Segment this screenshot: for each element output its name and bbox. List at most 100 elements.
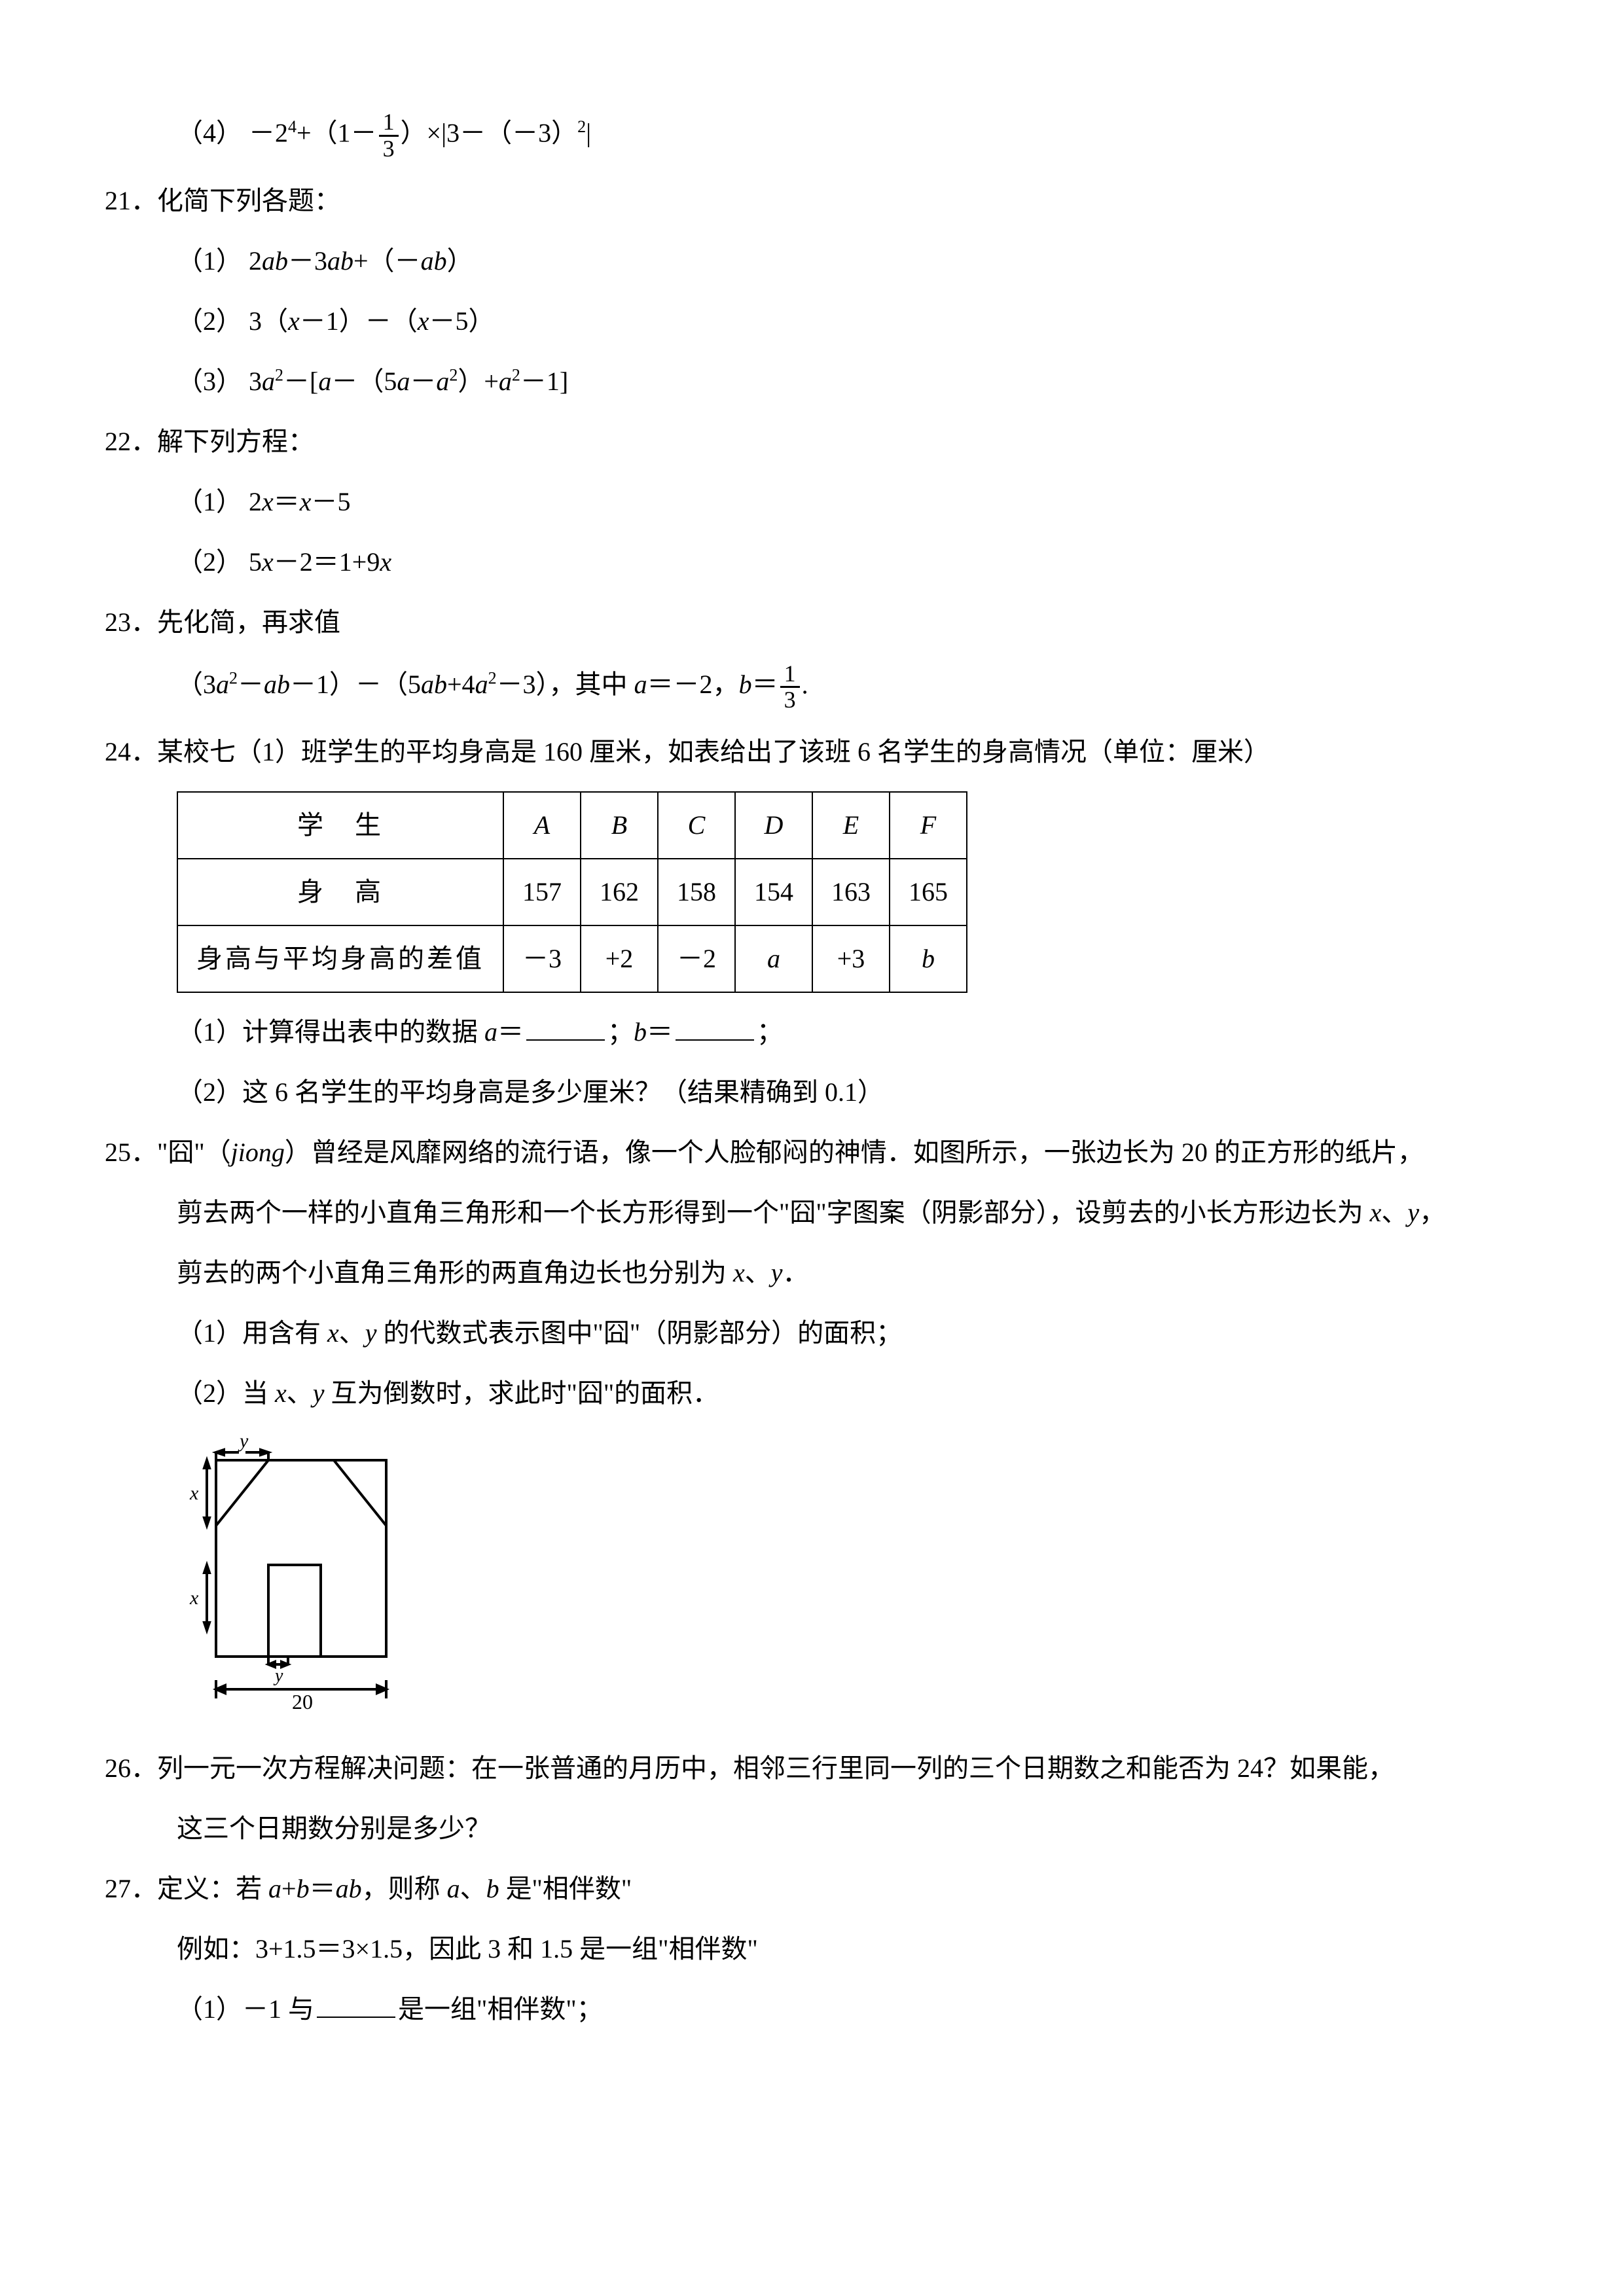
label: （2） [177,306,242,336]
expr-tailexp: 2 [577,117,586,136]
q24-stem: 24．某校七（1）班学生的平均身高是 160 厘米，如表给出了该班 6 名学生的… [105,731,1519,773]
cell: －2 [658,925,735,992]
fig-20: 20 [292,1690,313,1713]
q26-l2: 这三个日期数分别是多少？ [105,1808,1519,1850]
cell: a [735,925,812,992]
text: 剪去两个一样的小直角三角形和一个长方形得到一个"囧"字图案（阴影部分），设剪去的… [177,1198,1445,1227]
cell: B [581,792,658,859]
label: （1） [177,1318,242,1348]
text: 当 x、y 互为倒数时，求此时"囧"的面积． [242,1378,719,1408]
expr: 2x＝x－5 [249,487,351,516]
cell: b [890,925,967,992]
label: （3） [177,367,242,396]
q24-p1: （1）计算得出表中的数据 a＝；b＝； [105,1011,1519,1053]
cell: C [658,792,735,859]
q25-figure: y x x y 20 [177,1434,1519,1728]
t2: ）曾经是风靡网络的流行语，像一个人脸郁闷的神情．如图所示，一张边长为 20 的正… [285,1138,1424,1167]
label: （1） [177,1017,242,1047]
cell: 158 [658,859,735,925]
blank-a [526,1013,605,1041]
q21-p2: （2） 3（x－1）－（x－5） [105,300,1519,342]
q25-l3: 剪去的两个小直角三角形的两直角边长也分别为 x、y． [105,1252,1519,1294]
label: （1） [177,1994,242,2024]
label: （4） [177,118,242,147]
label: （2） [177,1077,242,1107]
expr-tail2: | [586,118,591,147]
expr-exp: 4 [288,117,297,136]
q22-text: 解下列方程： [157,427,314,456]
jiong-diagram: y x x y 20 [177,1434,412,1715]
text: 定义：若 a+b＝ab，则称 a、b 是"相伴数" [157,1874,632,1903]
label: （1） [177,487,242,516]
cell: D [735,792,812,859]
q25-p1: （1）用含有 x、y 的代数式表示图中"囧"（阴影部分）的面积； [105,1312,1519,1354]
t1: －1 与 [242,1994,314,2024]
frac: 13 [780,662,800,713]
cell: 163 [812,859,890,925]
cell: 157 [503,859,581,925]
fig-y-top: y [238,1434,249,1452]
q27-l1: 27．定义：若 a+b＝ab，则称 a、b 是"相伴数" [105,1868,1519,1910]
q25-l1: 25．"囧"（jiong）曾经是风靡网络的流行语，像一个人脸郁闷的神情．如图所示… [105,1132,1519,1174]
pinyin: jiong [231,1138,285,1167]
q24-text: 某校七（1）班学生的平均身高是 160 厘米，如表给出了该班 6 名学生的身高情… [157,737,1270,766]
blank [317,1990,395,2018]
text: 用含有 x、y 的代数式表示图中"囧"（阴影部分）的面积； [242,1318,902,1348]
expr: （3a2－ab－1）－（5ab+4a2－3），其中 a＝－2，b＝ [177,670,778,699]
q23-text: 先化简，再求值 [157,607,340,637]
t3: ； [757,1017,783,1047]
expr: 2ab－3ab+（－ab） [249,246,473,276]
q24-p2: （2）这 6 名学生的平均身高是多少厘米？（结果精确到 0.1） [105,1071,1519,1113]
q24-num: 24． [105,737,157,766]
q27-p1: （1）－1 与 是一组"相伴数"； [105,1988,1519,2030]
q25-p2: （2）当 x、y 互为倒数时，求此时"囧"的面积． [105,1372,1519,1414]
frac: 13 [379,110,399,162]
q22-num: 22． [105,427,157,456]
q22-p1: （1） 2x＝x－5 [105,481,1519,523]
cell: 身 高 [177,859,503,925]
fig-x2: x [189,1587,199,1609]
t1: 计算得出表中的数据 a＝ [242,1017,524,1047]
text: 列一元一次方程解决问题：在一张普通的月历中，相邻三行里同一列的三个日期数之和能否… [157,1753,1394,1783]
expr: 5x－2＝1+9x [249,547,391,577]
label: （2） [177,1378,242,1408]
t1: "囧"（ [157,1138,231,1167]
cell: 学 生 [177,792,503,859]
cell: A [503,792,581,859]
q23-num: 23． [105,607,157,637]
q23-expr: （3a2－ab－1）－（5ab+4a2－3），其中 a＝－2，b＝13. [105,662,1519,713]
cell: －3 [503,925,581,992]
text: 这 6 名学生的平均身高是多少厘米？（结果精确到 0.1） [242,1077,884,1107]
blank-b [676,1013,754,1041]
cell: 165 [890,859,967,925]
table-row: 学 生 A B C D E F [177,792,967,859]
t2: 是一组"相伴数"； [398,1994,603,2024]
expr: 3（x－1）－（x－5） [249,306,495,336]
q25-l2: 剪去两个一样的小直角三角形和一个长方形得到一个"囧"字图案（阴影部分），设剪去的… [105,1192,1519,1234]
cell: 162 [581,859,658,925]
exam-page: （4） －24+（1－13）×|3－（－3）2| 21．化简下列各题： （1） … [0,0,1624,2296]
q24-table: 学 生 A B C D E F 身 高 157 162 158 154 163 … [177,791,967,993]
label: （1） [177,246,242,276]
cell: F [890,792,967,859]
table-row: 身 高 157 162 158 154 163 165 [177,859,967,925]
expr: 3a2－[a－（5a－a2）+a2－1] [249,367,568,396]
q21-num: 21． [105,186,157,215]
q26-num: 26． [105,1753,157,1783]
table-row: 身高与平均身高的差值 －3 +2 －2 a +3 b [177,925,967,992]
expr-plus: +（1－ [297,118,377,147]
text: 剪去的两个小直角三角形的两直角边长也分别为 x、y． [177,1258,809,1287]
cell: 154 [735,859,812,925]
q21-text: 化简下列各题： [157,186,340,215]
q23-stem: 23．先化简，再求值 [105,601,1519,643]
expr-tail1: ）×|3－（－3） [401,118,578,147]
q27-l2: 例如：3+1.5＝3×1.5，因此 3 和 1.5 是一组"相伴数" [105,1928,1519,1970]
q25-num: 25． [105,1138,157,1167]
cell: +3 [812,925,890,992]
q22-p2: （2） 5x－2＝1+9x [105,541,1519,583]
q26-l1: 26．列一元一次方程解决问题：在一张普通的月历中，相邻三行里同一列的三个日期数之… [105,1748,1519,1789]
q21-p3: （3） 3a2－[a－（5a－a2）+a2－1] [105,361,1519,403]
cell: 身高与平均身高的差值 [177,925,503,992]
q27-num: 27． [105,1874,157,1903]
cell: E [812,792,890,859]
